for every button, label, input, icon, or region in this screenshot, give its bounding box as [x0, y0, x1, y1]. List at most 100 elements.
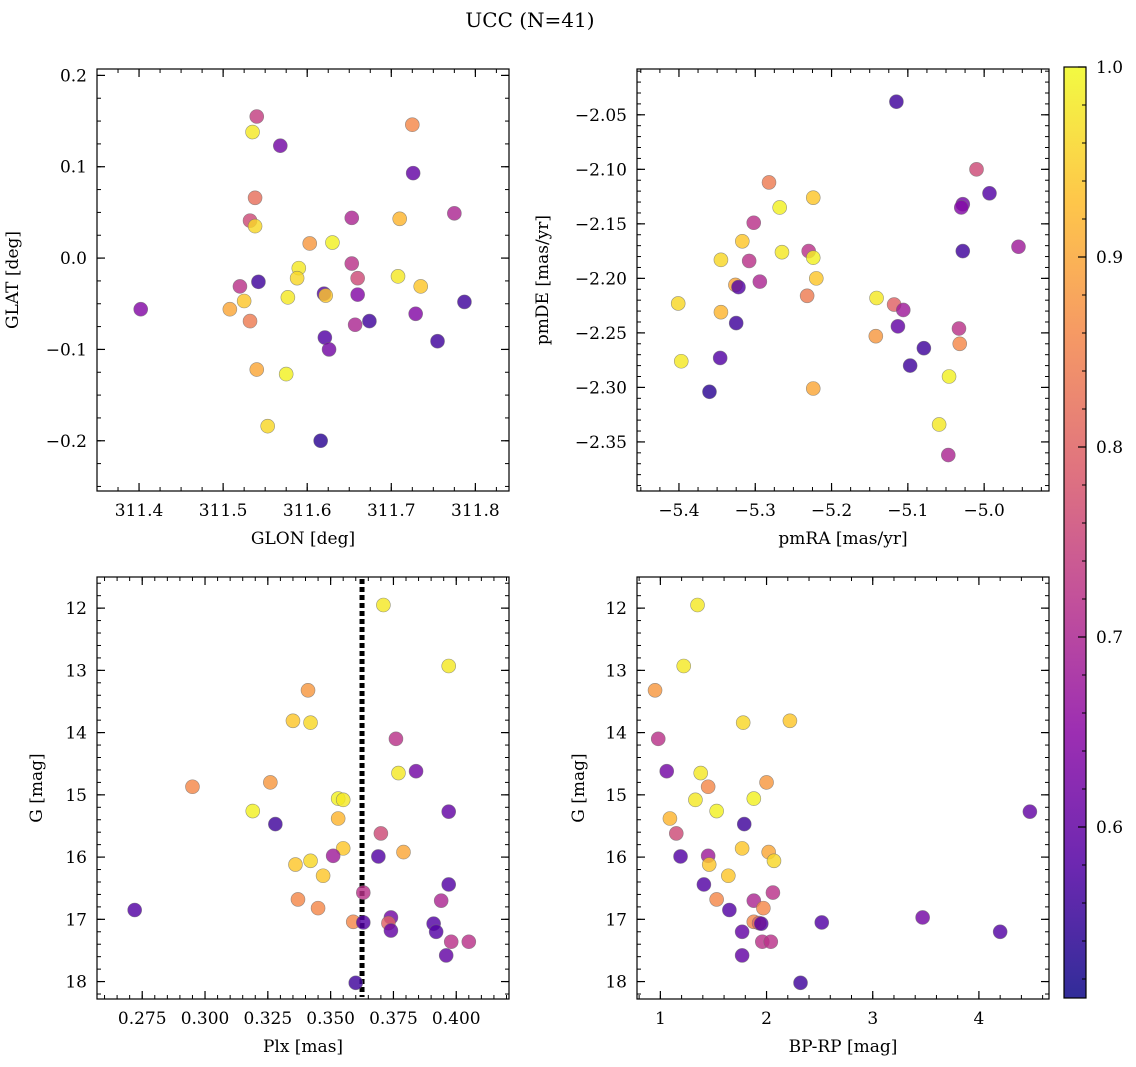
scatter-point	[310, 900, 326, 916]
y-tick-label: 14	[65, 724, 87, 744]
scatter-point	[438, 948, 454, 963]
scatter-point	[712, 350, 728, 366]
x-tick-label: 0.275	[118, 1009, 167, 1029]
scatter-point	[285, 713, 301, 729]
scatter-point	[278, 366, 294, 382]
scatter-point	[236, 293, 252, 309]
y-tick-label: 18	[65, 973, 87, 993]
scatter-point	[647, 682, 663, 698]
scatter-point	[396, 844, 411, 860]
colorbar: 0.6 0.7 0.8 0.9 1.0	[1063, 58, 1123, 999]
scatter-point	[350, 270, 365, 286]
y-axis-label: pmDE [mas/yr]	[533, 215, 553, 345]
panel-plx-g: 0.275 0.300 0.325 0.350 0.375 0.400 12 13 14 15 16…	[27, 576, 510, 1057]
y-tick-label: −2.30	[575, 378, 627, 398]
y-axis-label: GLAT [deg]	[3, 231, 23, 329]
scatter-point	[782, 713, 798, 729]
scatter-point	[668, 826, 684, 841]
x-tick-label: 2	[761, 1009, 772, 1029]
scatter-point	[763, 934, 779, 950]
axes-frame	[96, 68, 510, 492]
scatter-point	[405, 165, 421, 181]
scatter-point	[916, 340, 932, 356]
y-tick-label: 0.1	[60, 158, 87, 178]
scatter-point	[673, 353, 689, 369]
scatter-point	[392, 211, 407, 227]
axes-frame	[636, 576, 1050, 1000]
scatter-point	[325, 848, 341, 864]
scatter-point	[702, 384, 717, 400]
scatter-point	[441, 804, 457, 819]
y-tick-label: −2.25	[575, 324, 627, 344]
scatter-point	[700, 779, 716, 795]
scatter-point	[931, 417, 947, 432]
scatter-point	[313, 433, 328, 449]
y-tick-label: 15	[605, 786, 627, 806]
scatter-point	[713, 304, 729, 320]
scatter-point	[955, 243, 971, 259]
scatter-point	[868, 328, 884, 344]
y-tick-label: 17	[605, 910, 627, 930]
scatter-point	[734, 948, 750, 963]
scatter-point	[734, 924, 750, 940]
scatter-point	[185, 779, 200, 795]
scatter-point	[650, 731, 666, 747]
scatter-point	[696, 877, 712, 892]
y-axis-label: G [mag]	[27, 753, 47, 822]
scatter-point	[441, 658, 457, 674]
y-tick-label: −2.20	[575, 269, 627, 289]
colorbar-frame	[1063, 66, 1087, 999]
scatter-point	[799, 288, 815, 304]
scatter-point	[388, 731, 404, 747]
y-tick-label: 12	[605, 599, 627, 619]
y-tick-label: −2.10	[575, 160, 627, 180]
scatter-point	[1011, 239, 1026, 255]
scatter-point	[774, 244, 790, 260]
scatter-point	[330, 811, 346, 826]
scatter-point	[391, 765, 406, 781]
scatter-point	[408, 306, 423, 322]
scatter-point	[413, 279, 429, 294]
scatter-point	[731, 279, 746, 295]
scatter-point	[765, 885, 781, 900]
scatter-point	[390, 269, 406, 284]
scatter-point	[441, 877, 457, 892]
y-tick-label: 13	[605, 661, 627, 681]
scatter-point	[713, 252, 729, 268]
panel-pm: −5.4 −5.3 −5.2 −5.1 −5.0 −2.35 −2.30 −2.25 −2.20…	[533, 68, 1050, 549]
scatter-point	[688, 792, 703, 808]
scatter-point	[433, 893, 449, 908]
scatter-point	[952, 336, 968, 352]
scatter-point	[133, 301, 149, 317]
scatter-point	[325, 235, 340, 250]
scatter-point	[290, 892, 306, 907]
x-tick-label: 0.350	[306, 1009, 355, 1029]
scatter-point	[690, 597, 705, 613]
y-tick-label: −2.05	[575, 106, 627, 126]
x-tick-label: −5.0	[964, 501, 1005, 521]
scatter-point	[335, 841, 351, 856]
scatter-point	[722, 902, 737, 918]
scatter-point	[251, 274, 266, 290]
scatter-point	[759, 775, 774, 790]
scatter-point	[373, 826, 389, 841]
scatter-point	[245, 124, 260, 140]
scatter-point	[232, 279, 248, 294]
scatter-point	[659, 763, 675, 779]
scatter-point	[969, 162, 984, 177]
scatter-point	[249, 109, 265, 124]
scatter-point	[447, 206, 462, 221]
scatter-point	[772, 200, 787, 215]
scatter-point	[127, 902, 142, 918]
y-tick-label: −0.1	[46, 340, 87, 360]
scatter-point	[676, 658, 692, 674]
scatter-point	[222, 301, 238, 317]
y-tick-label: 16	[605, 848, 627, 868]
x-axis-label: BP-RP [mag]	[789, 1037, 898, 1057]
colorbar-tick-label: 0.8	[1096, 438, 1123, 458]
x-axis-label: pmRA [mas/yr]	[778, 529, 907, 549]
y-tick-label: 0.0	[60, 249, 87, 269]
scatter-point	[457, 294, 472, 310]
scatter-point	[662, 811, 678, 826]
